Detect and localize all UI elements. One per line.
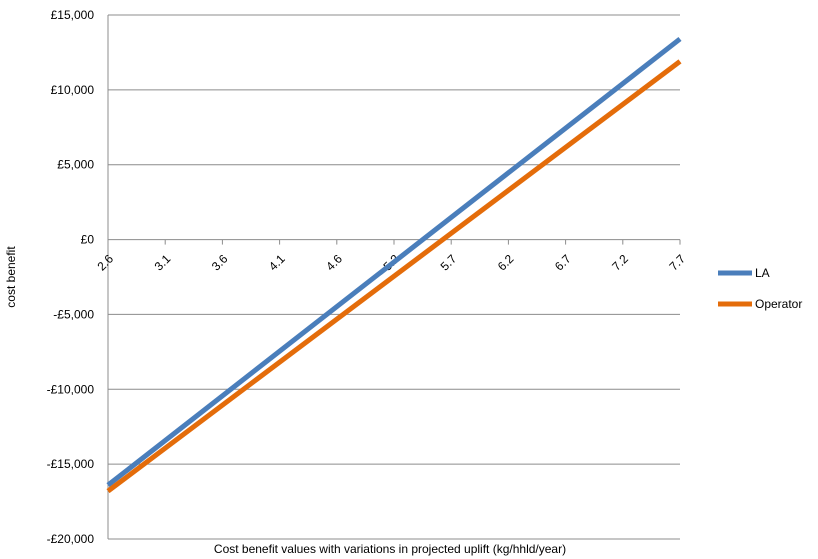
x-axis-title: Cost benefit values with variations in p… [214, 542, 566, 556]
series-line-operator [106, 59, 682, 494]
legend-label-operator: Operator [755, 297, 802, 311]
y-tick-label: £5,000 [57, 158, 94, 172]
y-axis-title: cost benefit [4, 246, 18, 308]
y-tick-label: £10,000 [51, 83, 95, 97]
y-tick-label: -£15,000 [47, 457, 95, 471]
y-tick-label: £15,000 [51, 8, 95, 22]
series-line-la [106, 36, 682, 488]
y-tick-label: -£10,000 [47, 382, 95, 396]
y-tick-label: £0 [81, 233, 95, 247]
legend: LA Operator [718, 266, 802, 311]
gridlines [108, 14, 680, 540]
legend-label-la: LA [755, 266, 770, 280]
y-tick-label: -£5,000 [53, 307, 94, 321]
y-axis: £15,000 £10,000 £5,000 £0 -£5,000 -£10,000 -£1… [47, 8, 109, 546]
plot-lines [106, 36, 682, 494]
y-tick-label: -£20,000 [47, 532, 95, 546]
